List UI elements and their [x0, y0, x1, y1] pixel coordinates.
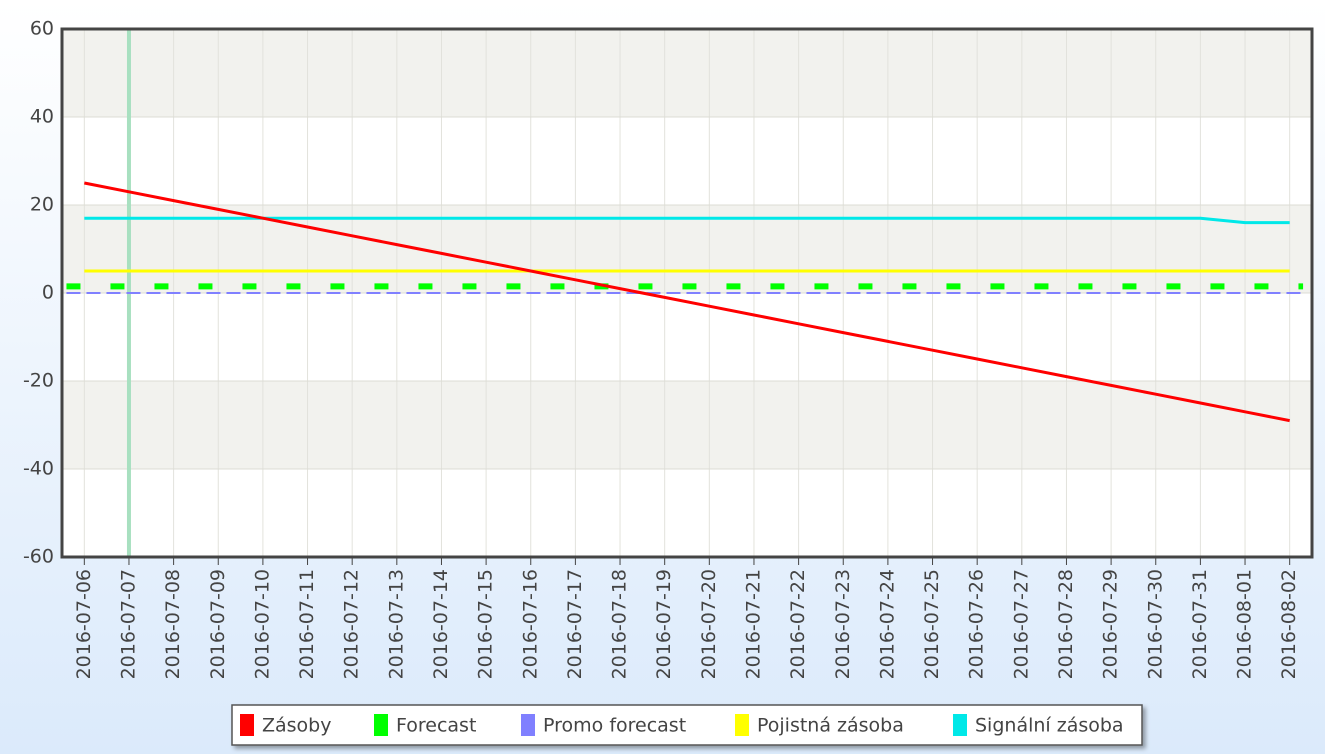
x-tick-label: 2016-07-12 — [341, 569, 363, 679]
y-tick-label: 0 — [42, 282, 54, 304]
x-tick-label: 2016-07-24 — [876, 569, 898, 679]
x-tick-label: 2016-07-22 — [787, 569, 809, 679]
x-tick-label: 2016-07-09 — [207, 569, 229, 679]
series-line — [84, 181, 1290, 423]
legend-label: Pojistná zásoba — [757, 715, 904, 737]
legend: Zásoby Forecast Promo forecast Pojistná zás… — [231, 704, 1143, 746]
x-tick-label: 2016-07-29 — [1100, 569, 1122, 679]
legend-label: Promo forecast — [543, 715, 686, 737]
x-tick-label: 2016-07-30 — [1144, 569, 1166, 679]
x-tick-label: 2016-07-26 — [966, 569, 988, 679]
x-tick-label: 2016-07-20 — [698, 569, 720, 679]
x-tick-label: 2016-07-10 — [251, 569, 273, 679]
x-tick-label: 2016-07-17 — [564, 569, 586, 679]
legend-swatch — [240, 714, 254, 736]
x-tick-label: 2016-07-28 — [1055, 569, 1077, 679]
plot-band — [62, 117, 1312, 205]
x-tick-label: 2016-07-21 — [742, 569, 764, 679]
y-tick-label: -20 — [23, 370, 54, 392]
x-tick-label: 2016-07-11 — [296, 569, 318, 679]
plot-band — [62, 293, 1312, 381]
x-tick-label: 2016-08-01 — [1234, 569, 1256, 679]
legend-label: Zásoby — [262, 715, 332, 737]
x-tick-label: 2016-07-07 — [117, 569, 139, 679]
y-tick-label: 40 — [30, 106, 54, 128]
legend-swatch — [953, 714, 967, 736]
plot-frame — [60, 27, 1314, 559]
x-tick-label: 2016-07-08 — [162, 569, 184, 679]
x-tick-label: 2016-07-23 — [832, 569, 854, 679]
x-tick-label: 2016-07-19 — [653, 569, 675, 679]
plot-band — [62, 29, 1312, 117]
x-tick-label: 2016-07-31 — [1189, 569, 1211, 679]
x-tick-label: 2016-07-13 — [385, 569, 407, 679]
series-line — [84, 216, 1290, 225]
legend-swatch — [521, 714, 535, 736]
y-tick-label: -40 — [23, 458, 54, 480]
x-tick-label: 2016-07-06 — [73, 569, 95, 679]
plot-band — [62, 469, 1312, 557]
legend-swatch — [374, 714, 388, 736]
legend-label: Forecast — [396, 715, 476, 737]
x-tick-label: 2016-07-27 — [1010, 569, 1032, 679]
y-tick-label: -60 — [23, 546, 54, 568]
x-tick-label: 2016-07-25 — [921, 569, 943, 679]
plot-band — [62, 381, 1312, 469]
x-tick-label: 2016-07-14 — [430, 569, 452, 679]
x-tick-label: 2016-07-16 — [519, 569, 541, 679]
legend-swatch — [735, 714, 749, 736]
x-tick-label: 2016-07-15 — [475, 569, 497, 679]
x-tick-label: 2016-07-18 — [609, 569, 631, 679]
y-tick-label: 20 — [30, 194, 54, 216]
y-tick-label: 60 — [30, 18, 54, 40]
legend-label: Signální zásoba — [975, 715, 1124, 737]
x-tick-label: 2016-08-02 — [1278, 569, 1300, 679]
